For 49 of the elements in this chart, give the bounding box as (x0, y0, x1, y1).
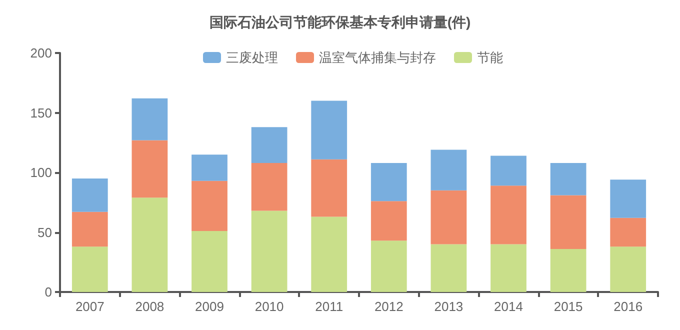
bar (132, 140, 168, 198)
bar (550, 162, 586, 196)
bar (430, 244, 467, 292)
chart-title: 国际石油公司节能环保基本专利申请量(件) (209, 14, 471, 30)
bar (72, 246, 108, 292)
bar (72, 212, 108, 247)
x-tick-label: 2013 (434, 299, 464, 314)
bar (132, 98, 168, 140)
bar (311, 216, 348, 292)
bar (192, 180, 228, 232)
y-tick-label: 100 (30, 165, 52, 180)
x-tick-label: 2014 (494, 299, 523, 314)
y-tick-label: 150 (30, 105, 52, 120)
bar (490, 156, 526, 186)
bar (430, 190, 467, 244)
legend-label: 温室气体捕集与封存 (319, 50, 436, 65)
legend-label: 节能 (477, 50, 503, 65)
bar (430, 150, 467, 190)
bar (251, 162, 288, 211)
x-tick-label: 2015 (554, 299, 583, 314)
bar (490, 186, 526, 244)
x-tick-label: 2007 (75, 299, 104, 314)
bar (610, 218, 646, 247)
y-tick-label: 50 (38, 224, 52, 240)
bar (550, 248, 586, 292)
bar (370, 201, 407, 241)
x-tick-label: 2008 (135, 299, 164, 314)
x-tick-label: 2011 (315, 299, 344, 314)
bar (132, 198, 168, 292)
bar (610, 246, 646, 292)
y-tick-label: 200 (30, 46, 52, 60)
x-tick-label: 2012 (374, 299, 404, 314)
bar (251, 127, 288, 163)
y-tick-label: 0 (44, 284, 52, 300)
x-tick-label: 2009 (195, 299, 224, 314)
bar (370, 240, 407, 292)
x-tick-label: 2010 (254, 299, 284, 314)
bar (251, 210, 288, 292)
legend-label: 三废处理 (226, 50, 278, 65)
bar (490, 244, 526, 292)
bar (192, 231, 228, 292)
x-tick-label: 2016 (614, 299, 643, 314)
bar (72, 178, 108, 212)
bar (370, 162, 407, 202)
bar (311, 159, 348, 217)
bar (311, 100, 348, 160)
bar (192, 154, 228, 181)
bar (610, 180, 646, 218)
bar (550, 195, 586, 249)
